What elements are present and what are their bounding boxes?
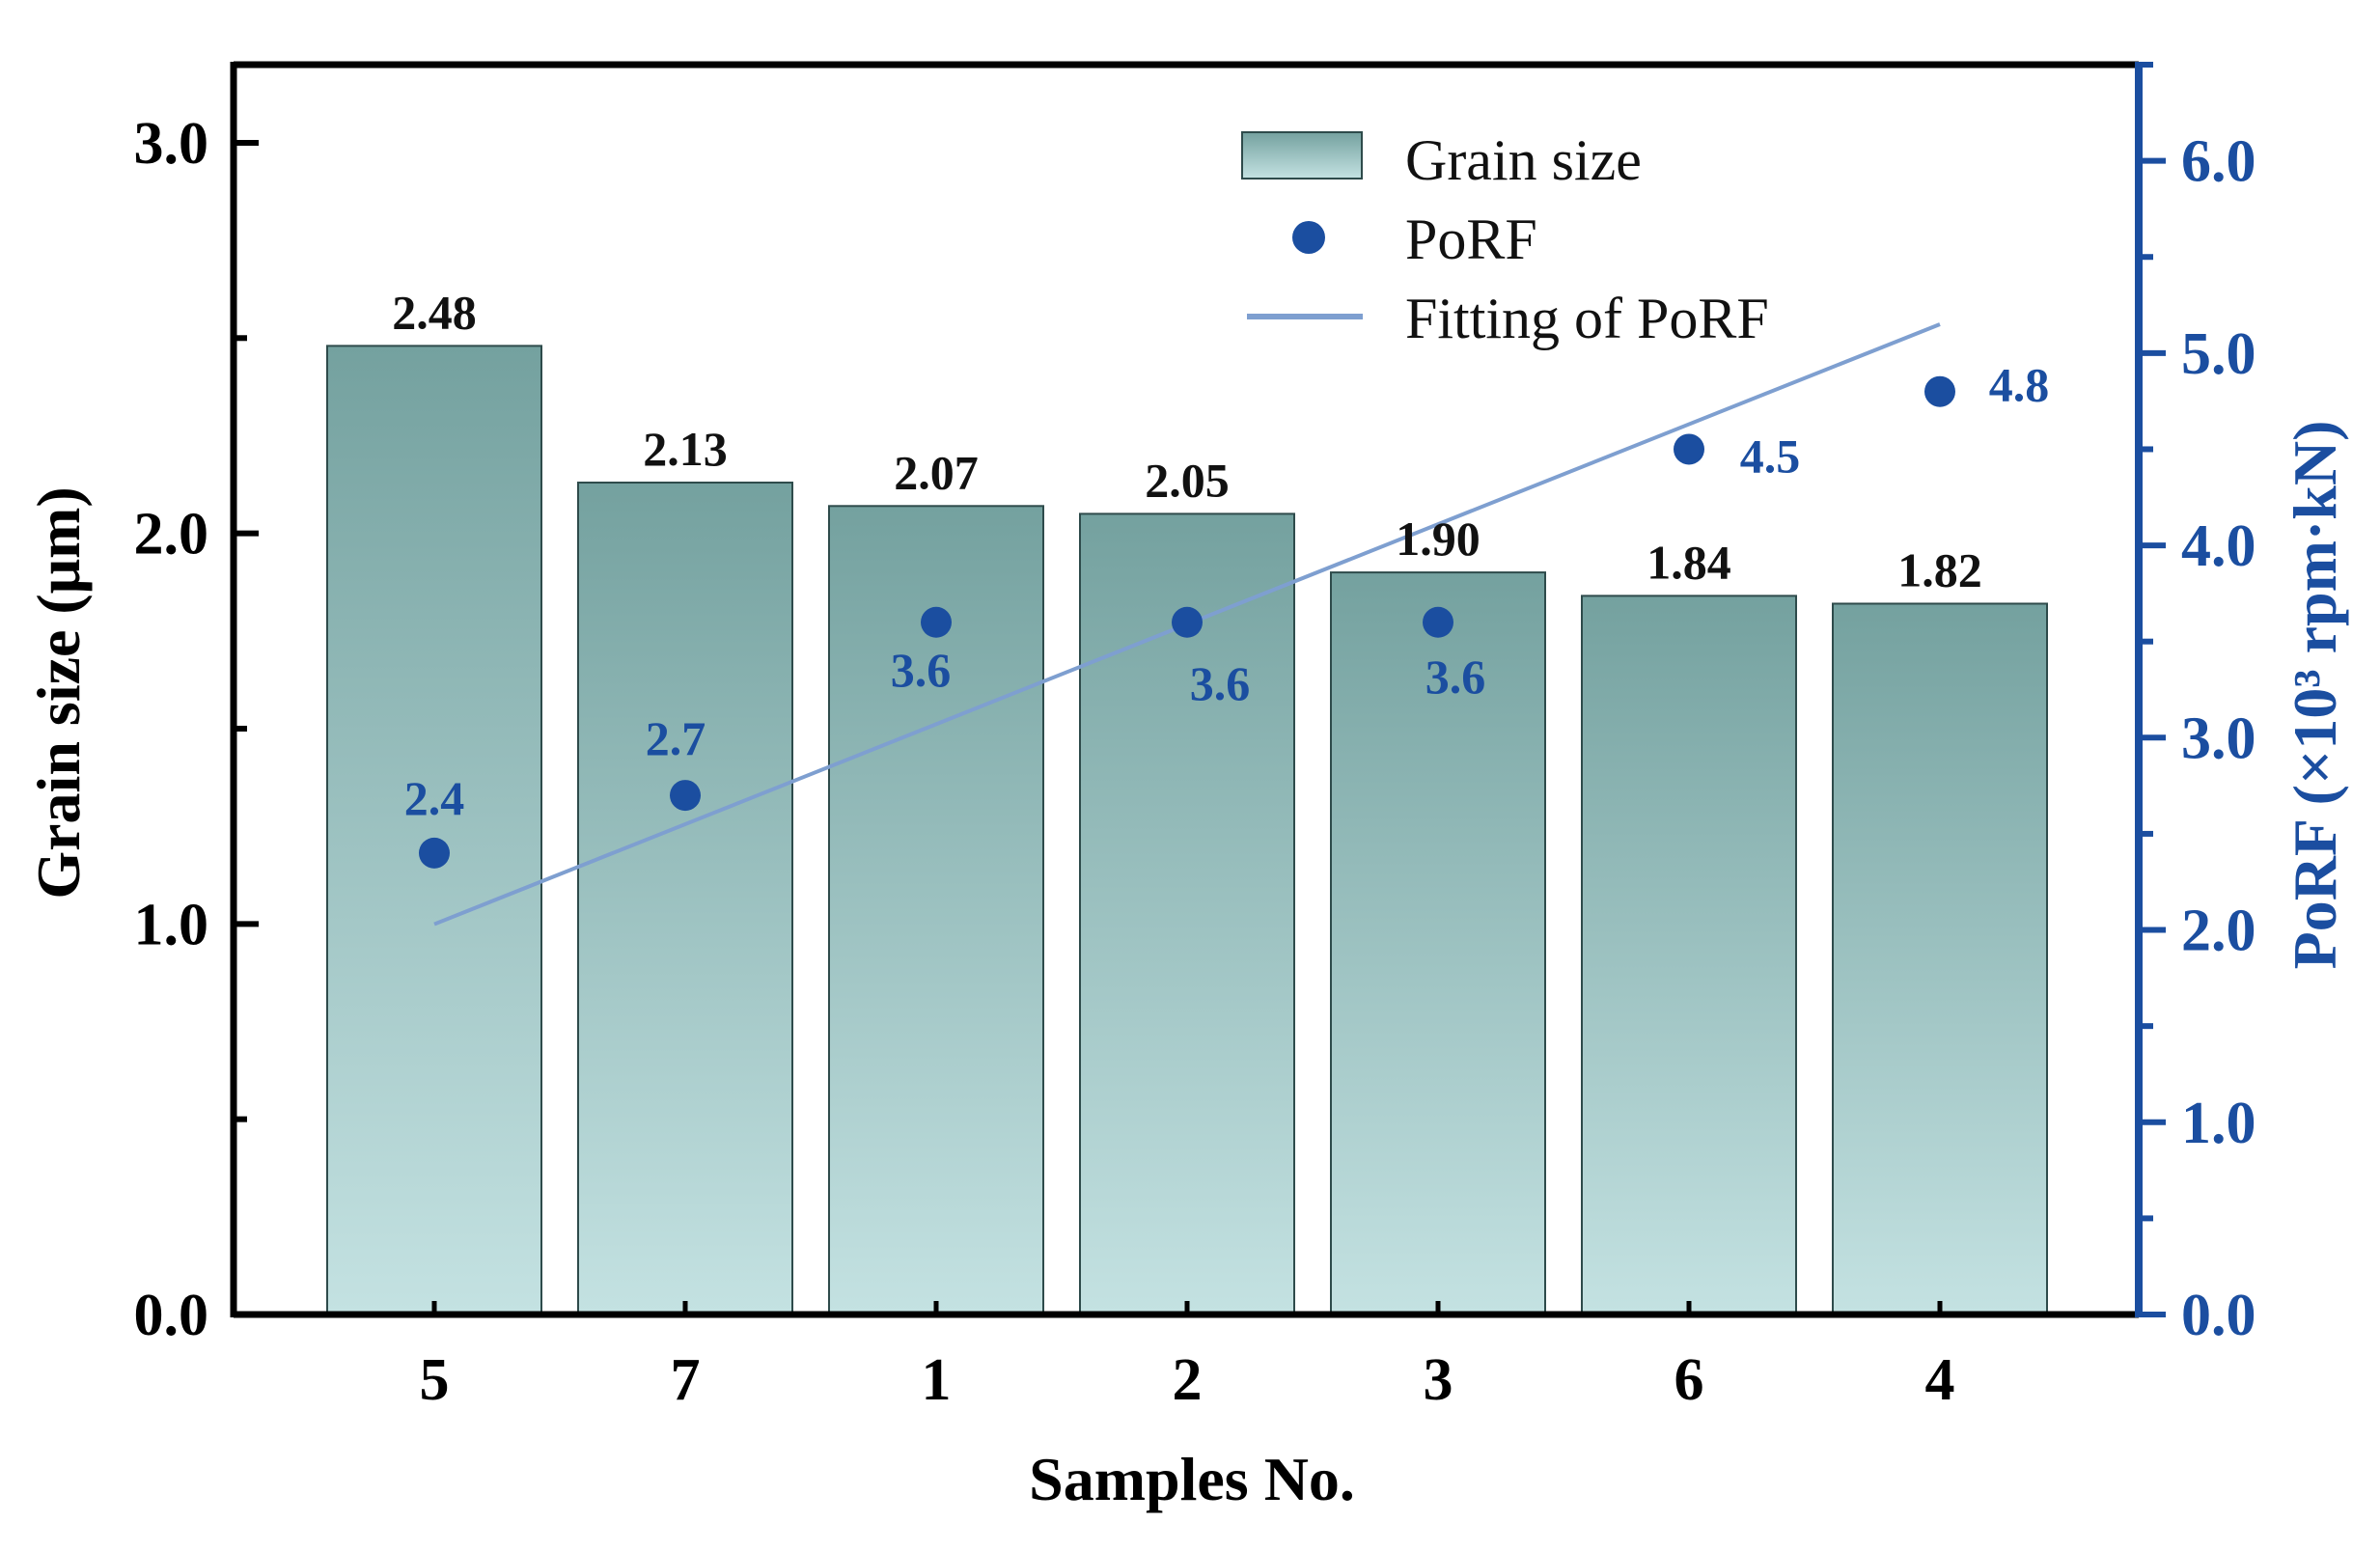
porf-value-label: 4.5 — [1740, 429, 1801, 483]
bar-value-label: 2.48 — [392, 285, 477, 339]
porf-point-2 — [1172, 606, 1203, 638]
labels: 2.48 2.13 2.07 2.05 1.90 1.84 1.82 2.4 2.7 3.6 3.6… — [392, 285, 2049, 824]
legend-swatch-grain-size — [1241, 131, 1363, 180]
bar-1 — [828, 505, 1044, 1315]
y2-tick-label: 6.0 — [2181, 129, 2256, 195]
legend-label-grain-size: Grain size — [1405, 128, 1642, 192]
x-axis-title: Samples No. — [1029, 1445, 1355, 1513]
legend: Grain size PoRF Fitting of PoRF — [1241, 128, 1769, 350]
x-tick-label: 2 — [1173, 1347, 1203, 1413]
x-tick-label: 7 — [671, 1347, 701, 1413]
y2-tick-label: 3.0 — [2181, 706, 2256, 771]
y-tick-label: 1.0 — [134, 892, 209, 957]
y2-tick-label: 2.0 — [2181, 899, 2256, 964]
bar-value-label: 1.90 — [1396, 512, 1481, 566]
porf-value-label: 4.8 — [1989, 358, 2050, 412]
porf-value-label: 3.6 — [1425, 650, 1486, 704]
y2-tick-label: 5.0 — [2181, 321, 2256, 387]
porf-value-label: 2.7 — [646, 711, 706, 765]
y2-tick-label: 4.0 — [2181, 513, 2256, 579]
points — [419, 375, 1955, 869]
y2-tick-label: 0.0 — [2181, 1283, 2256, 1348]
bar-value-label: 1.84 — [1647, 535, 1731, 589]
porf-point-1 — [921, 606, 952, 638]
x-tick-label: 6 — [1674, 1347, 1704, 1413]
porf-point-3 — [1423, 606, 1453, 638]
y-tick-label: 0.0 — [134, 1283, 209, 1348]
porf-value-label: 2.4 — [404, 771, 465, 825]
y-tick-label: 3.0 — [134, 111, 209, 177]
porf-point-7 — [670, 780, 701, 812]
bar-value-label: 1.82 — [1897, 542, 1982, 596]
porf-point-5 — [419, 837, 450, 869]
porf-point-6 — [1674, 433, 1704, 465]
y2-tick-label: 1.0 — [2181, 1091, 2256, 1156]
bar-5 — [326, 345, 542, 1315]
x-tick-label: 3 — [1424, 1347, 1453, 1413]
bars — [326, 345, 2048, 1315]
legend-swatch-porf — [1292, 221, 1325, 254]
porf-point-4 — [1924, 375, 1955, 407]
bar-value-label: 2.07 — [894, 445, 979, 499]
bar-7 — [577, 482, 793, 1315]
x-tick-label: 5 — [420, 1347, 450, 1413]
porf-value-label: 3.6 — [891, 643, 952, 697]
bar-6 — [1581, 595, 1797, 1315]
bar-2 — [1079, 512, 1295, 1315]
bar-3 — [1330, 571, 1546, 1315]
x-tick-label: 1 — [922, 1347, 952, 1413]
axes: 0.0 1.0 2.0 3.0 0.0 1.0 2.0 3.0 4.0 5.0 6.0 5 7 1 2 3 6 4 — [134, 61, 2256, 1413]
bar-4 — [1832, 602, 2048, 1315]
legend-label-fitting: Fitting of PoRF — [1405, 287, 1769, 350]
bar-value-label: 2.05 — [1145, 453, 1230, 507]
porf-value-label: 3.6 — [1190, 656, 1251, 710]
y-axis-title: Grain size (μm) — [24, 486, 93, 899]
x-tick-label: 4 — [1925, 1347, 1955, 1413]
bar-value-label: 2.13 — [643, 422, 728, 476]
y-tick-label: 2.0 — [134, 502, 209, 567]
legend-label-porf: PoRF — [1405, 208, 1537, 271]
y2-axis-title: PoRF (×10³ rpm·kN) — [2281, 421, 2349, 970]
